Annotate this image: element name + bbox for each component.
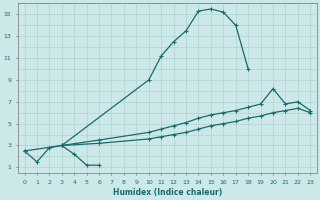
X-axis label: Humidex (Indice chaleur): Humidex (Indice chaleur) — [113, 188, 222, 197]
